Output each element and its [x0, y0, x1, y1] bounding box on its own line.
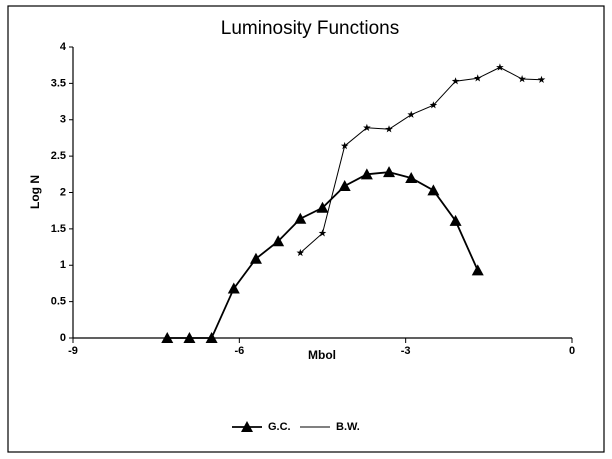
triangle-marker [183, 332, 196, 343]
x-tick-label: -9 [68, 345, 78, 357]
star-marker [363, 123, 371, 131]
y-tick-label: 3.5 [51, 77, 66, 89]
triangle-marker [227, 282, 240, 294]
legend-label: B.W. [336, 421, 360, 433]
star-marker [429, 101, 438, 109]
star-marker [518, 75, 526, 83]
triangle-marker [272, 235, 285, 247]
y-tick-label: 2 [60, 186, 66, 198]
triangle-marker [383, 166, 396, 178]
y-tick-label: 2.5 [51, 150, 66, 162]
star-marker [318, 229, 327, 237]
y-tick-label: 1.5 [51, 223, 66, 235]
y-tick-label: 4 [60, 41, 67, 53]
star-marker [407, 110, 415, 118]
triangle-marker [161, 332, 174, 343]
star-marker [473, 74, 482, 82]
triangle-marker [449, 214, 462, 226]
x-tick-label: -6 [234, 345, 244, 357]
star-marker [496, 63, 504, 71]
y-tick-label: 3 [60, 114, 66, 126]
triangle-marker [338, 179, 351, 191]
x-tick-label: 0 [569, 345, 575, 357]
triangle-marker [427, 184, 440, 196]
triangle-marker [249, 252, 262, 264]
y-tick-label: 1 [60, 259, 66, 271]
triangle-marker [360, 168, 373, 180]
series-line [299, 66, 542, 254]
triangle-marker [471, 264, 484, 276]
star-marker [537, 75, 546, 83]
triangle-marker [405, 171, 418, 183]
chart-title: Luminosity Functions [221, 18, 399, 39]
x-axis-label: Mbol [308, 348, 336, 362]
y-axis-label: Log N [28, 175, 42, 209]
y-tick-label: 0 [60, 332, 66, 344]
star-marker [340, 141, 349, 150]
x-tick-label: -3 [401, 345, 411, 357]
triangle-marker [205, 332, 218, 343]
triangle-marker [241, 421, 253, 432]
frame [7, 5, 605, 453]
star-marker [385, 125, 393, 133]
triangle-marker [294, 212, 307, 224]
star-marker [296, 248, 305, 257]
star-marker [451, 77, 460, 85]
y-tick-label: 0.5 [51, 296, 66, 308]
legend-label: G.C. [268, 421, 291, 433]
triangle-marker [316, 201, 329, 213]
